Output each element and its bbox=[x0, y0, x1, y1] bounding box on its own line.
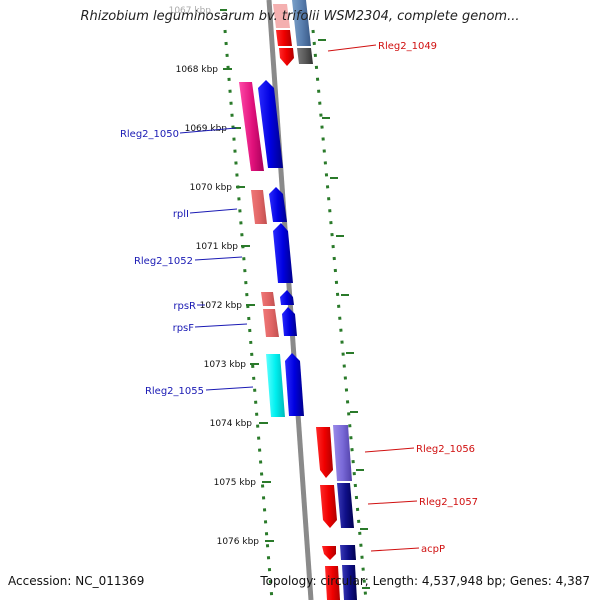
gene-rleg2-1049-pink-bar[interactable] bbox=[273, 4, 290, 28]
gene-rleg2-1055-bar[interactable] bbox=[266, 354, 285, 417]
gene-rpli-arrow[interactable] bbox=[269, 187, 287, 222]
gene-partial-navy[interactable] bbox=[342, 565, 357, 600]
leader-rleg2-1055 bbox=[205, 386, 254, 391]
topology-text: Topology: circular; Length: 4,537,948 bp… bbox=[260, 574, 590, 588]
gene-rleg2-1056-bar[interactable] bbox=[333, 425, 352, 481]
kbp-ticks bbox=[220, 9, 274, 542]
gene-label-rpli[interactable]: rplI bbox=[173, 209, 189, 220]
leader-rleg2-1050 bbox=[179, 127, 237, 134]
gene-rleg2-1057-arrow[interactable] bbox=[320, 485, 337, 528]
gene-label-rleg2-1055[interactable]: Rleg2_1055 bbox=[145, 386, 204, 397]
gene-rleg2-1050-pink-bar[interactable] bbox=[239, 82, 264, 171]
gene-rleg2-1057-bar[interactable] bbox=[337, 483, 354, 528]
gene-label-rpsr[interactable]: rpsR bbox=[173, 301, 196, 312]
gene-label-rleg2-1057[interactable]: Rleg2_1057 bbox=[419, 497, 478, 508]
kbp-label: 1067 kbp bbox=[169, 6, 212, 16]
accession-text: Accession: NC_011369 bbox=[8, 574, 145, 588]
kbp-label: 1070 kbp bbox=[190, 183, 233, 193]
gene-acpp-arrow[interactable] bbox=[322, 546, 336, 560]
gene-acpp-bar[interactable] bbox=[340, 545, 356, 560]
leader-rleg2-1052 bbox=[194, 256, 243, 261]
right-track-ticks bbox=[318, 39, 370, 589]
gene-rpsr-bar[interactable] bbox=[261, 292, 275, 306]
leader-rleg2-1056 bbox=[364, 447, 415, 453]
gene-rpsf-arrow[interactable] bbox=[282, 307, 297, 336]
gene-label-rleg2-1056[interactable]: Rleg2_1056 bbox=[416, 444, 475, 455]
gene-label-rpsf[interactable]: rpsF bbox=[173, 323, 195, 334]
kbp-label: 1076 kbp bbox=[217, 537, 260, 547]
gene-rpli-bar[interactable] bbox=[251, 190, 267, 224]
leader-acpp bbox=[370, 547, 420, 552]
gene-label-rleg2-1050[interactable]: Rleg2_1050 bbox=[120, 129, 179, 140]
kbp-label: 1071 kbp bbox=[196, 242, 239, 252]
leader-rpli bbox=[189, 208, 238, 214]
kbp-label: 1068 kbp bbox=[176, 65, 219, 75]
gene-rleg2-1049-red-bar[interactable] bbox=[276, 30, 292, 46]
gene-rpsr-arrow[interactable] bbox=[280, 290, 294, 305]
leader-rleg2-1057 bbox=[367, 500, 418, 505]
kbp-label: 1074 kbp bbox=[210, 419, 253, 429]
kbp-label: 1073 kbp bbox=[204, 360, 247, 370]
kbp-label: 1069 kbp bbox=[185, 124, 228, 134]
gene-partial-red[interactable] bbox=[325, 566, 340, 600]
gene-label-rleg2-1052[interactable]: Rleg2_1052 bbox=[134, 256, 193, 267]
gene-rleg2-1049-arrow[interactable] bbox=[279, 48, 294, 66]
leader-rleg2-1049 bbox=[327, 44, 377, 52]
gene-rleg2-1052-arrow[interactable] bbox=[273, 223, 293, 283]
kbp-label: 1075 kbp bbox=[214, 478, 257, 488]
gene-label-rleg2-1049[interactable]: Rleg2_1049 bbox=[378, 41, 437, 52]
gene-rleg2-1049-steel-bar[interactable] bbox=[292, 0, 311, 46]
gene-rpsf-bar[interactable] bbox=[263, 309, 279, 337]
map-title: Rhizobium leguminosarum bv. trifolii WSM… bbox=[80, 9, 520, 24]
gene-rleg2-1049-gray-bar[interactable] bbox=[297, 48, 313, 64]
gene-label-acpp[interactable]: acpP bbox=[421, 544, 445, 555]
leader-rpsf bbox=[194, 323, 248, 328]
gene-rleg2-1050-arrow[interactable] bbox=[258, 80, 283, 168]
right-scale-track bbox=[311, 29, 368, 600]
gene-rleg2-1055-arrow[interactable] bbox=[285, 353, 304, 416]
gene-rleg2-1056-arrow[interactable] bbox=[316, 427, 333, 478]
kbp-label: 1072 kbp bbox=[200, 301, 243, 311]
